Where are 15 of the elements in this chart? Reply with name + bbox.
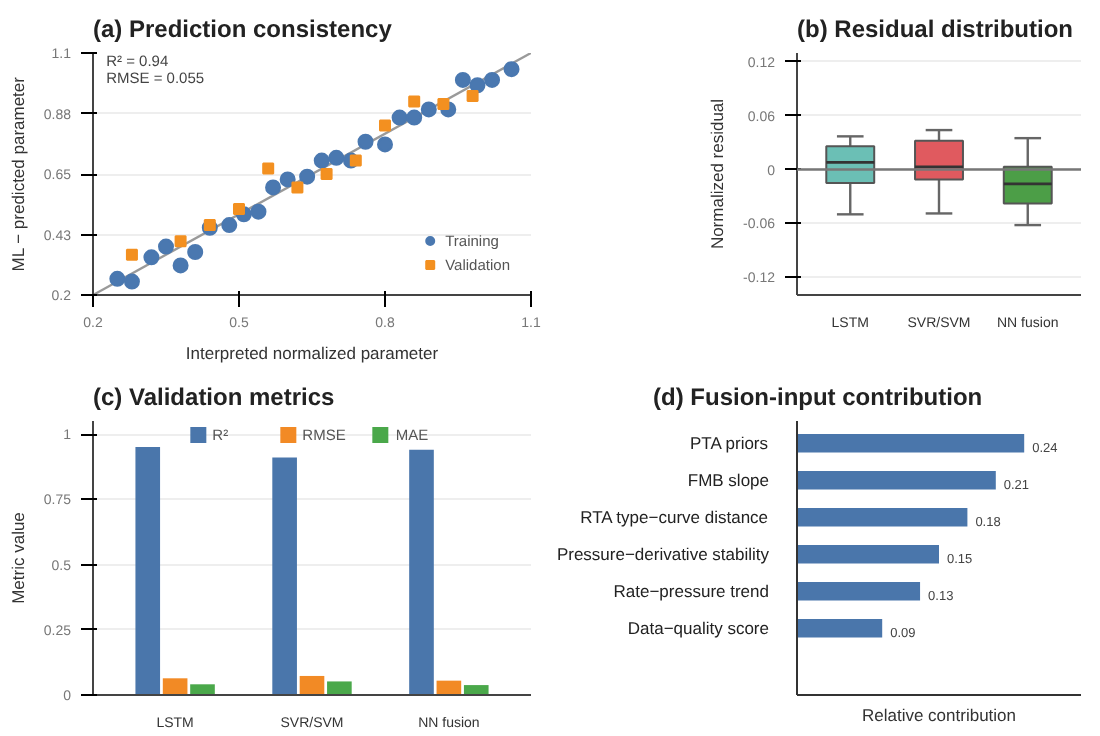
- y-axis-title: ML − predicted parameter: [7, 76, 28, 272]
- y-tick-label: Pressure−derivative stability: [556, 544, 771, 565]
- chart-title: (a) Prediction consistency: [93, 15, 393, 43]
- y-axis-title: Normalized residual: [707, 98, 728, 250]
- y-tick-label: PTA priors: [689, 433, 769, 454]
- y-tick-label: RTA type−curve distance: [580, 507, 769, 528]
- chart-title: (d) Fusion-input contribution: [653, 383, 983, 411]
- chart-title: (b) Residual distribution: [797, 15, 1073, 43]
- x-axis-title: Relative contribution: [861, 705, 1017, 725]
- y-tick-label: Rate−pressure trend: [613, 581, 770, 602]
- y-axis-title: Metric value: [7, 511, 28, 604]
- y-tick-label: Data−quality score: [627, 618, 770, 639]
- chart-title: (c) Validation metrics: [93, 383, 336, 411]
- y-tick-label: FMB slope: [687, 470, 770, 491]
- x-axis-title: Interpreted normalized parameter: [185, 343, 439, 363]
